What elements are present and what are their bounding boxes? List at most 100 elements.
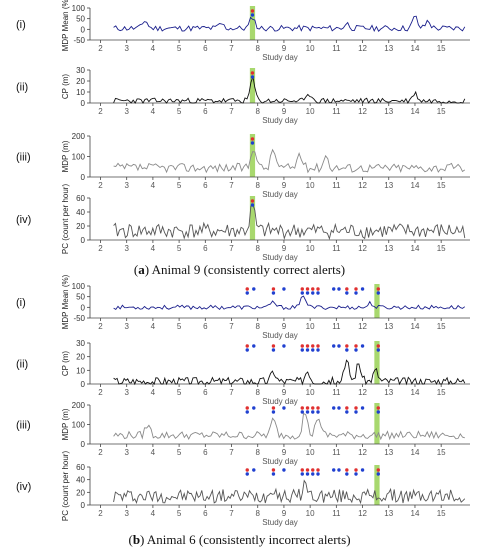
chart-panel-a-i: -50 050 100 2 3 4 5 6 7 8 9 10 11 12 13 14 15 Study day MD… — [16, 0, 470, 62]
x-tick-label: 15 — [437, 322, 446, 331]
x-tick-label: 6 — [203, 322, 208, 331]
x-tick-label: 2 — [98, 509, 103, 518]
alert-marker — [250, 199, 255, 203]
alert-marker — [300, 287, 304, 291]
alert-marker — [282, 406, 286, 410]
caption-b: (b) Animal 6 (consistently incorrect ale… — [128, 532, 351, 547]
x-tick-label: 12 — [358, 322, 367, 331]
x-tick-label: 14 — [411, 44, 420, 53]
alert-marker — [300, 468, 304, 472]
y-tick-label: 20 — [76, 77, 85, 86]
x-tick-label: 9 — [282, 181, 287, 190]
alert-marker — [354, 344, 358, 348]
y-axis-label: CP (m) — [61, 74, 70, 100]
alert-marker — [252, 287, 256, 291]
alert-marker — [252, 468, 256, 472]
alert-marker — [305, 410, 310, 414]
alert-marker — [345, 348, 349, 352]
x-tick-label: 13 — [384, 448, 393, 457]
x-tick-label: 2 — [98, 244, 103, 253]
caption-b-text: Animal 6 (consistently incorrect alerts) — [144, 532, 351, 547]
x-tick-label: 15 — [437, 244, 446, 253]
x-tick-label: 6 — [203, 388, 208, 397]
alert-marker — [316, 406, 320, 410]
alert-marker — [316, 472, 320, 476]
alert-marker — [311, 406, 315, 410]
alert-marker — [282, 468, 286, 472]
alert-marker — [345, 406, 349, 410]
alert-marker — [300, 406, 304, 410]
y-tick-label: 50 — [76, 15, 85, 24]
x-axis-label: Study day — [262, 331, 298, 340]
caption-a-text: Animal 9 (consistently correct alerts) — [149, 262, 346, 277]
x-tick-label: 15 — [437, 181, 446, 190]
x-tick-label: 8 — [255, 388, 260, 397]
x-tick-label: 8 — [255, 509, 260, 518]
alert-marker — [376, 468, 380, 472]
alert-marker — [252, 344, 256, 348]
alert-marker — [354, 287, 358, 291]
alert-marker — [376, 406, 380, 410]
x-tick-label: 4 — [151, 244, 156, 253]
alert-marker — [345, 410, 349, 414]
y-axis-label: MDP (m) — [61, 140, 70, 172]
y-axis-label: CP (m) — [61, 351, 70, 377]
y-tick-label: 0 — [81, 173, 86, 182]
x-tick-label: 8 — [255, 181, 260, 190]
alert-marker — [332, 468, 336, 472]
y-axis-label: PC (count per hour) — [61, 184, 70, 255]
series-line — [113, 76, 466, 104]
y-tick-label: 0 — [81, 303, 86, 312]
alert-marker — [376, 472, 380, 476]
x-tick-label: 5 — [177, 44, 182, 53]
x-tick-label: 14 — [411, 388, 420, 397]
chart-panel-b-iii: 0 100 200 2 3 4 5 6 7 8 9 10 11 12 13 14 15 Study day MDP … — [16, 401, 470, 466]
alert-marker — [376, 287, 380, 291]
alert-marker — [345, 287, 349, 291]
alert-marker — [245, 344, 249, 348]
caption-a: (a) Animal 9 (consistently correct alert… — [133, 262, 346, 277]
x-axis-label: Study day — [262, 53, 298, 62]
alert-marker — [316, 348, 320, 352]
series-line — [113, 359, 466, 386]
alert-marker — [376, 410, 380, 414]
x-tick-label: 6 — [203, 509, 208, 518]
y-tick-label: 20 — [76, 488, 85, 497]
y-axis-label: MDP (m) — [61, 408, 70, 440]
y-tick-label: 40 — [76, 476, 85, 485]
panel-label: (iv) — [16, 214, 31, 226]
series-line — [113, 479, 466, 505]
x-tick-label: 4 — [151, 107, 156, 116]
y-axis-label: MDP Mean (%) — [61, 0, 70, 51]
chart-panel-b-iv: 0 20 40 60 2 3 4 5 6 7 8 9 10 11 12 13 14 15 Study day PC (… — [16, 451, 470, 527]
alert-marker — [345, 291, 349, 295]
alert-marker — [250, 75, 255, 79]
x-tick-label: 3 — [124, 322, 129, 331]
x-tick-label: 11 — [332, 44, 341, 53]
highlight-band — [249, 68, 256, 103]
alert-marker — [250, 9, 255, 13]
alert-marker — [282, 344, 286, 348]
x-axis-label: Study day — [262, 253, 298, 262]
x-tick-label: 5 — [177, 244, 182, 253]
chart-panel-a-iii: 0 100 200 2 3 4 5 6 7 8 9 10 11 12 13 14 15 Study day MDP … — [16, 132, 470, 199]
x-tick-label: 5 — [177, 388, 182, 397]
x-axis-label: Study day — [262, 518, 298, 527]
y-tick-label: 0 — [81, 380, 86, 389]
x-tick-label: 7 — [229, 322, 234, 331]
x-axis-label: Study day — [262, 116, 298, 125]
x-tick-label: 14 — [411, 322, 420, 331]
alert-marker — [245, 348, 249, 352]
x-tick-label: 9 — [282, 322, 287, 331]
chart-panel-a-iv: 0 20 40 60 2 3 4 5 6 7 8 9 10 11 12 13 14 15 Study day PC (… — [16, 184, 470, 262]
highlight-band — [374, 341, 380, 384]
x-tick-label: 12 — [358, 509, 367, 518]
y-tick-label: 0 — [81, 501, 86, 510]
alert-marker — [376, 291, 380, 295]
x-tick-label: 4 — [151, 44, 156, 53]
alert-marker — [332, 287, 336, 291]
series-line — [113, 15, 466, 32]
x-tick-label: 10 — [306, 448, 315, 457]
alert-marker — [311, 472, 315, 476]
x-tick-label: 9 — [282, 107, 287, 116]
